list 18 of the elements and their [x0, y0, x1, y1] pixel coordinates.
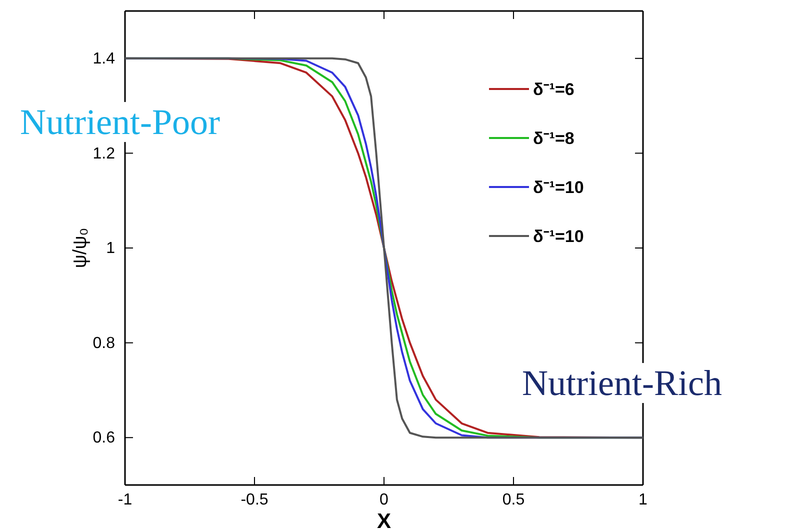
- x-tick-label: -0.5: [240, 491, 268, 508]
- legend-label: δ⁻¹=6: [533, 80, 574, 99]
- x-axis-title: X: [376, 510, 392, 530]
- annotation: Nutrient-Poor: [20, 102, 220, 142]
- x-tick-label: 0: [380, 491, 389, 508]
- x-tick-label: -1: [118, 491, 132, 508]
- y-tick-label: 0.6: [92, 430, 116, 447]
- annotation: Nutrient-Rich: [522, 363, 722, 403]
- y-axis-title: ψ/ψ₀: [70, 228, 91, 268]
- y-tick-label: 1.2: [92, 145, 116, 162]
- y-tick-label: 0.8: [92, 334, 116, 352]
- x-tick-label: 1: [638, 491, 648, 508]
- y-tick-label: 1: [106, 240, 116, 258]
- legend-label: δ⁻¹=10: [533, 178, 584, 197]
- legend-label: δ⁻¹=10: [533, 227, 584, 246]
- legend-label: δ⁻¹=8: [533, 129, 574, 148]
- y-tick-label: 1.4: [92, 50, 116, 68]
- x-tick-label: 0.5: [502, 491, 525, 508]
